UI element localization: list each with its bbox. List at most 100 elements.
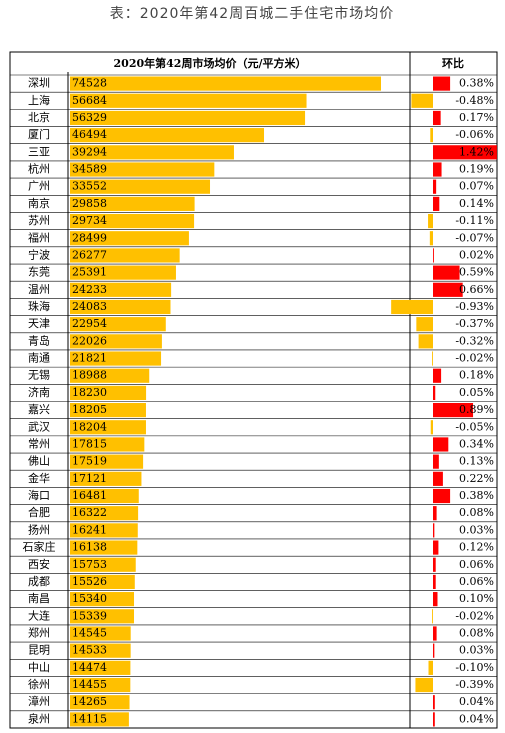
price-bar — [70, 93, 307, 108]
change-bar — [411, 93, 433, 108]
price-bar — [70, 677, 131, 693]
price-bar — [70, 128, 265, 143]
city-label: 扬州 — [28, 522, 50, 536]
price-label: 15339 — [72, 609, 107, 622]
change-bar — [433, 695, 435, 710]
change-label: 1.42% — [459, 145, 494, 158]
city-label: 广州 — [28, 180, 50, 193]
change-label: 0.14% — [459, 197, 494, 210]
change-bar — [430, 420, 433, 435]
price-label: 18205 — [72, 403, 107, 416]
city-label: 东莞 — [28, 266, 50, 279]
price-label: 26277 — [72, 248, 107, 261]
change-label: 0.66% — [459, 283, 494, 296]
change-label: 0.06% — [459, 575, 494, 588]
price-label: 18230 — [72, 386, 107, 399]
price-label: 16481 — [72, 489, 107, 502]
price-label: 28499 — [72, 231, 107, 244]
change-label: 0.04% — [459, 712, 494, 725]
change-label: 0.18% — [459, 369, 494, 382]
price-bar — [70, 145, 234, 160]
change-label: -0.05% — [455, 420, 494, 433]
price-label: 22026 — [72, 334, 107, 347]
change-bar — [433, 437, 449, 452]
price-bar — [70, 712, 129, 727]
city-label: 青岛 — [28, 333, 50, 347]
price-label: 29734 — [72, 214, 107, 227]
change-bar — [432, 351, 433, 366]
change-bar — [433, 574, 436, 590]
city-label: 南昌 — [28, 592, 50, 605]
price-label: 39294 — [72, 145, 107, 158]
change-header: 环比 — [442, 56, 464, 70]
price-label: 21821 — [72, 352, 107, 365]
price-label: 56684 — [72, 94, 107, 107]
price-label: 25391 — [72, 266, 107, 279]
change-bar — [433, 196, 440, 211]
city-label: 苏州 — [28, 214, 50, 227]
change-label: 0.22% — [459, 472, 494, 485]
change-label: -0.48% — [455, 94, 494, 107]
city-label: 北京 — [28, 110, 50, 124]
price-label: 14533 — [72, 644, 107, 657]
price-label: 46494 — [72, 128, 107, 141]
city-label: 南京 — [28, 196, 50, 210]
change-bar — [430, 128, 433, 143]
city-label: 福州 — [28, 230, 50, 244]
change-bar — [433, 162, 442, 177]
price-bar — [70, 488, 139, 504]
change-bar — [433, 626, 437, 641]
price-bar — [70, 643, 131, 658]
change-label: -0.37% — [455, 317, 494, 330]
change-label: 0.10% — [459, 592, 494, 605]
city-label: 天津 — [28, 317, 50, 330]
price-bar — [70, 454, 144, 469]
city-label: 上海 — [28, 93, 50, 107]
change-label: 0.02% — [459, 248, 494, 261]
city-label: 海口 — [28, 488, 50, 502]
change-bar — [432, 609, 433, 624]
change-label: 0.06% — [459, 558, 494, 571]
city-label: 大连 — [28, 608, 50, 622]
city-label: 常州 — [28, 437, 50, 450]
price-bar — [70, 179, 211, 194]
city-label: 西安 — [28, 557, 50, 571]
change-bar — [433, 76, 451, 91]
city-label: 郑州 — [28, 625, 50, 639]
change-bar — [433, 248, 434, 263]
change-bar — [433, 110, 441, 126]
change-label: -0.06% — [455, 128, 494, 141]
price-label: 17519 — [72, 455, 107, 468]
city-label: 南通 — [28, 352, 50, 365]
price-label: 14265 — [72, 695, 107, 708]
city-label: 金华 — [28, 471, 50, 485]
price-label: 18988 — [72, 369, 107, 382]
change-bar — [416, 317, 433, 332]
price-bar — [70, 385, 147, 400]
change-bar — [418, 334, 433, 349]
change-label: 0.08% — [459, 506, 494, 519]
change-label: 0.59% — [459, 266, 494, 279]
price-bar — [70, 437, 145, 452]
city-label: 厦门 — [28, 127, 50, 141]
city-label: 石家庄 — [23, 540, 56, 554]
change-label: 0.38% — [459, 489, 494, 502]
change-bar — [433, 265, 460, 280]
change-bar — [391, 299, 433, 315]
change-label: -0.39% — [455, 678, 494, 691]
price-label: 14115 — [72, 712, 107, 725]
change-bar — [433, 145, 497, 160]
change-label: 0.05% — [459, 386, 494, 399]
price-bar — [70, 540, 138, 555]
change-bar — [433, 385, 436, 400]
price-label: 22954 — [72, 317, 107, 330]
city-label: 珠海 — [28, 299, 50, 313]
price-bar — [70, 213, 195, 229]
city-label: 温州 — [28, 283, 50, 296]
price-bar — [70, 334, 162, 349]
price-bar — [70, 420, 146, 435]
price-label: 14474 — [72, 661, 107, 674]
price-bar — [70, 162, 215, 177]
price-label: 16138 — [72, 541, 107, 554]
